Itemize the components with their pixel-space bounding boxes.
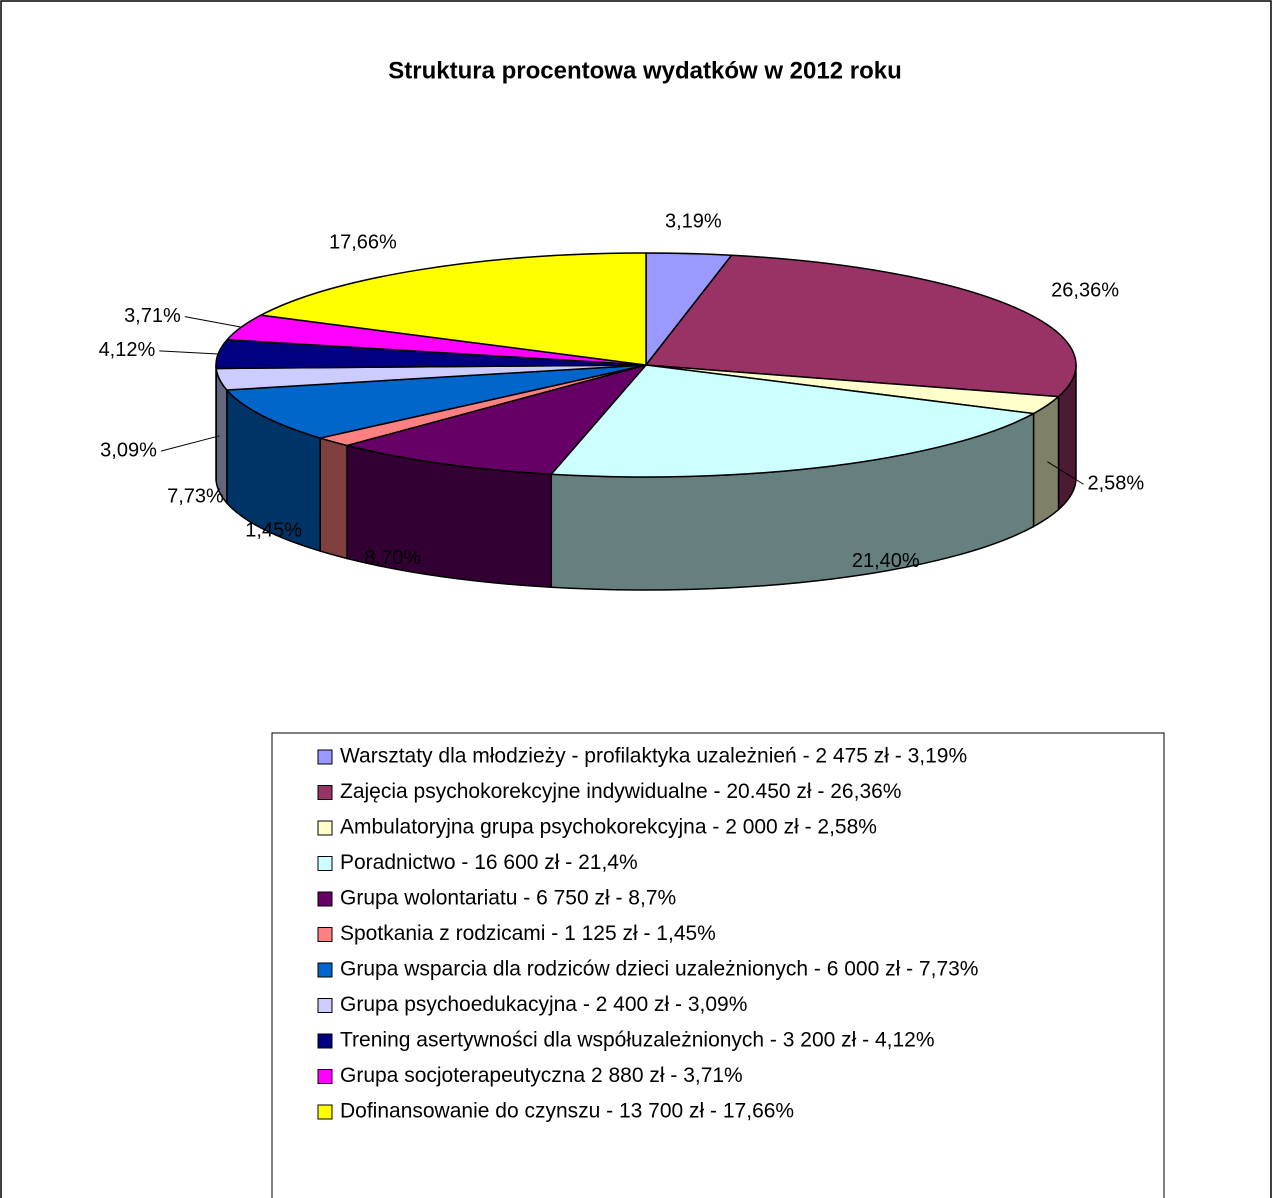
leader-line (1047, 461, 1084, 485)
legend-swatch (317, 927, 333, 942)
legend-swatch (317, 749, 333, 765)
legend-label: Poradnictwo - 16 600 zł - 21,4% (340, 851, 638, 874)
data-label: 7,73% (167, 486, 224, 508)
pie-slice (344, 363, 649, 476)
data-label: 1,45% (245, 519, 302, 541)
pie-slice (644, 254, 1077, 398)
data-label: 3,71% (124, 305, 181, 327)
legend-swatch (317, 1104, 333, 1120)
legend-swatch (317, 1069, 333, 1084)
legend-label: Zajęcia psychokorekcyjne indywidualne - … (340, 780, 901, 803)
legend-swatch (317, 998, 333, 1013)
data-label: 21,40% (852, 550, 920, 572)
data-label: 2,58% (1087, 473, 1144, 495)
leader-line (160, 435, 220, 452)
legend-swatch (317, 785, 333, 800)
legend-label: Spotkania z rodzicami - 1 125 zł - 1,45% (340, 922, 716, 945)
pie-slice (258, 252, 647, 366)
legend-label: Dofinansowanie do czynszu - 13 700 zł - … (340, 1100, 794, 1123)
legend-swatch (317, 891, 333, 907)
legend-swatch (317, 962, 333, 978)
legend-swatch (317, 1033, 333, 1049)
legend-box (271, 732, 1165, 1198)
pie-slice (225, 364, 647, 439)
legend-label: Grupa psychoedukacyjna - 2 400 zł - 3,09… (340, 993, 747, 1016)
pie-slice (549, 364, 1036, 478)
pie-side (1032, 394, 1060, 528)
data-label: 8,70% (364, 547, 421, 569)
chart-title: Struktura procentowa wydatków w 2012 rok… (388, 57, 901, 84)
legend-label: Warsztaty dla młodzieży - profilaktyka u… (340, 745, 967, 768)
legend-label: Ambulatoryjna grupa psychokorekcyjna - 2… (340, 816, 877, 839)
leader-line (184, 316, 242, 328)
legend-label: Trening asertywności dla współuzależnion… (340, 1029, 935, 1052)
legend-swatch (317, 856, 333, 871)
data-label: 3,19% (665, 211, 722, 233)
legend-label: Grupa wolontariatu - 6 750 zł - 8,7% (340, 887, 676, 910)
data-label: 3,09% (100, 439, 157, 461)
data-label: 26,36% (1051, 279, 1119, 301)
data-label: 17,66% (329, 231, 397, 253)
leader-line (159, 350, 219, 355)
data-label: 4,12% (99, 339, 156, 361)
legend-label: Grupa socjoterapeutyczna 2 880 zł - 3,71… (340, 1064, 743, 1087)
legend-label: Grupa wsparcia dla rodziców dzieci uzale… (340, 958, 978, 981)
pie-side (319, 437, 348, 560)
legend-swatch (317, 820, 333, 836)
